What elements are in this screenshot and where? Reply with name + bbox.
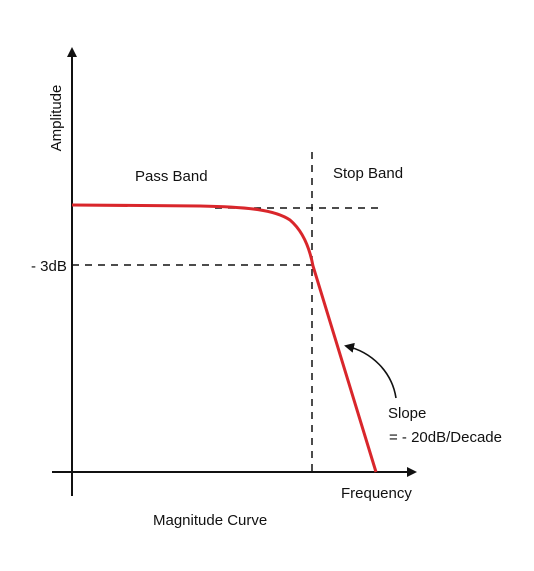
magnitude-response-curve — [71, 203, 378, 473]
diagram-caption: Magnitude Curve — [153, 512, 267, 529]
slope-pointer-arrow — [344, 342, 397, 399]
slope-label: Slope — [388, 405, 426, 422]
y-axis-label: Amplitude — [48, 85, 65, 152]
minus-3db-label: - 3dB — [31, 258, 67, 275]
pass-band-label: Pass Band — [135, 168, 208, 185]
slope-value-label: = - 20dB/Decade — [389, 429, 502, 446]
x-axis-label: Frequency — [341, 485, 412, 502]
stop-band-label: Stop Band — [333, 165, 403, 182]
